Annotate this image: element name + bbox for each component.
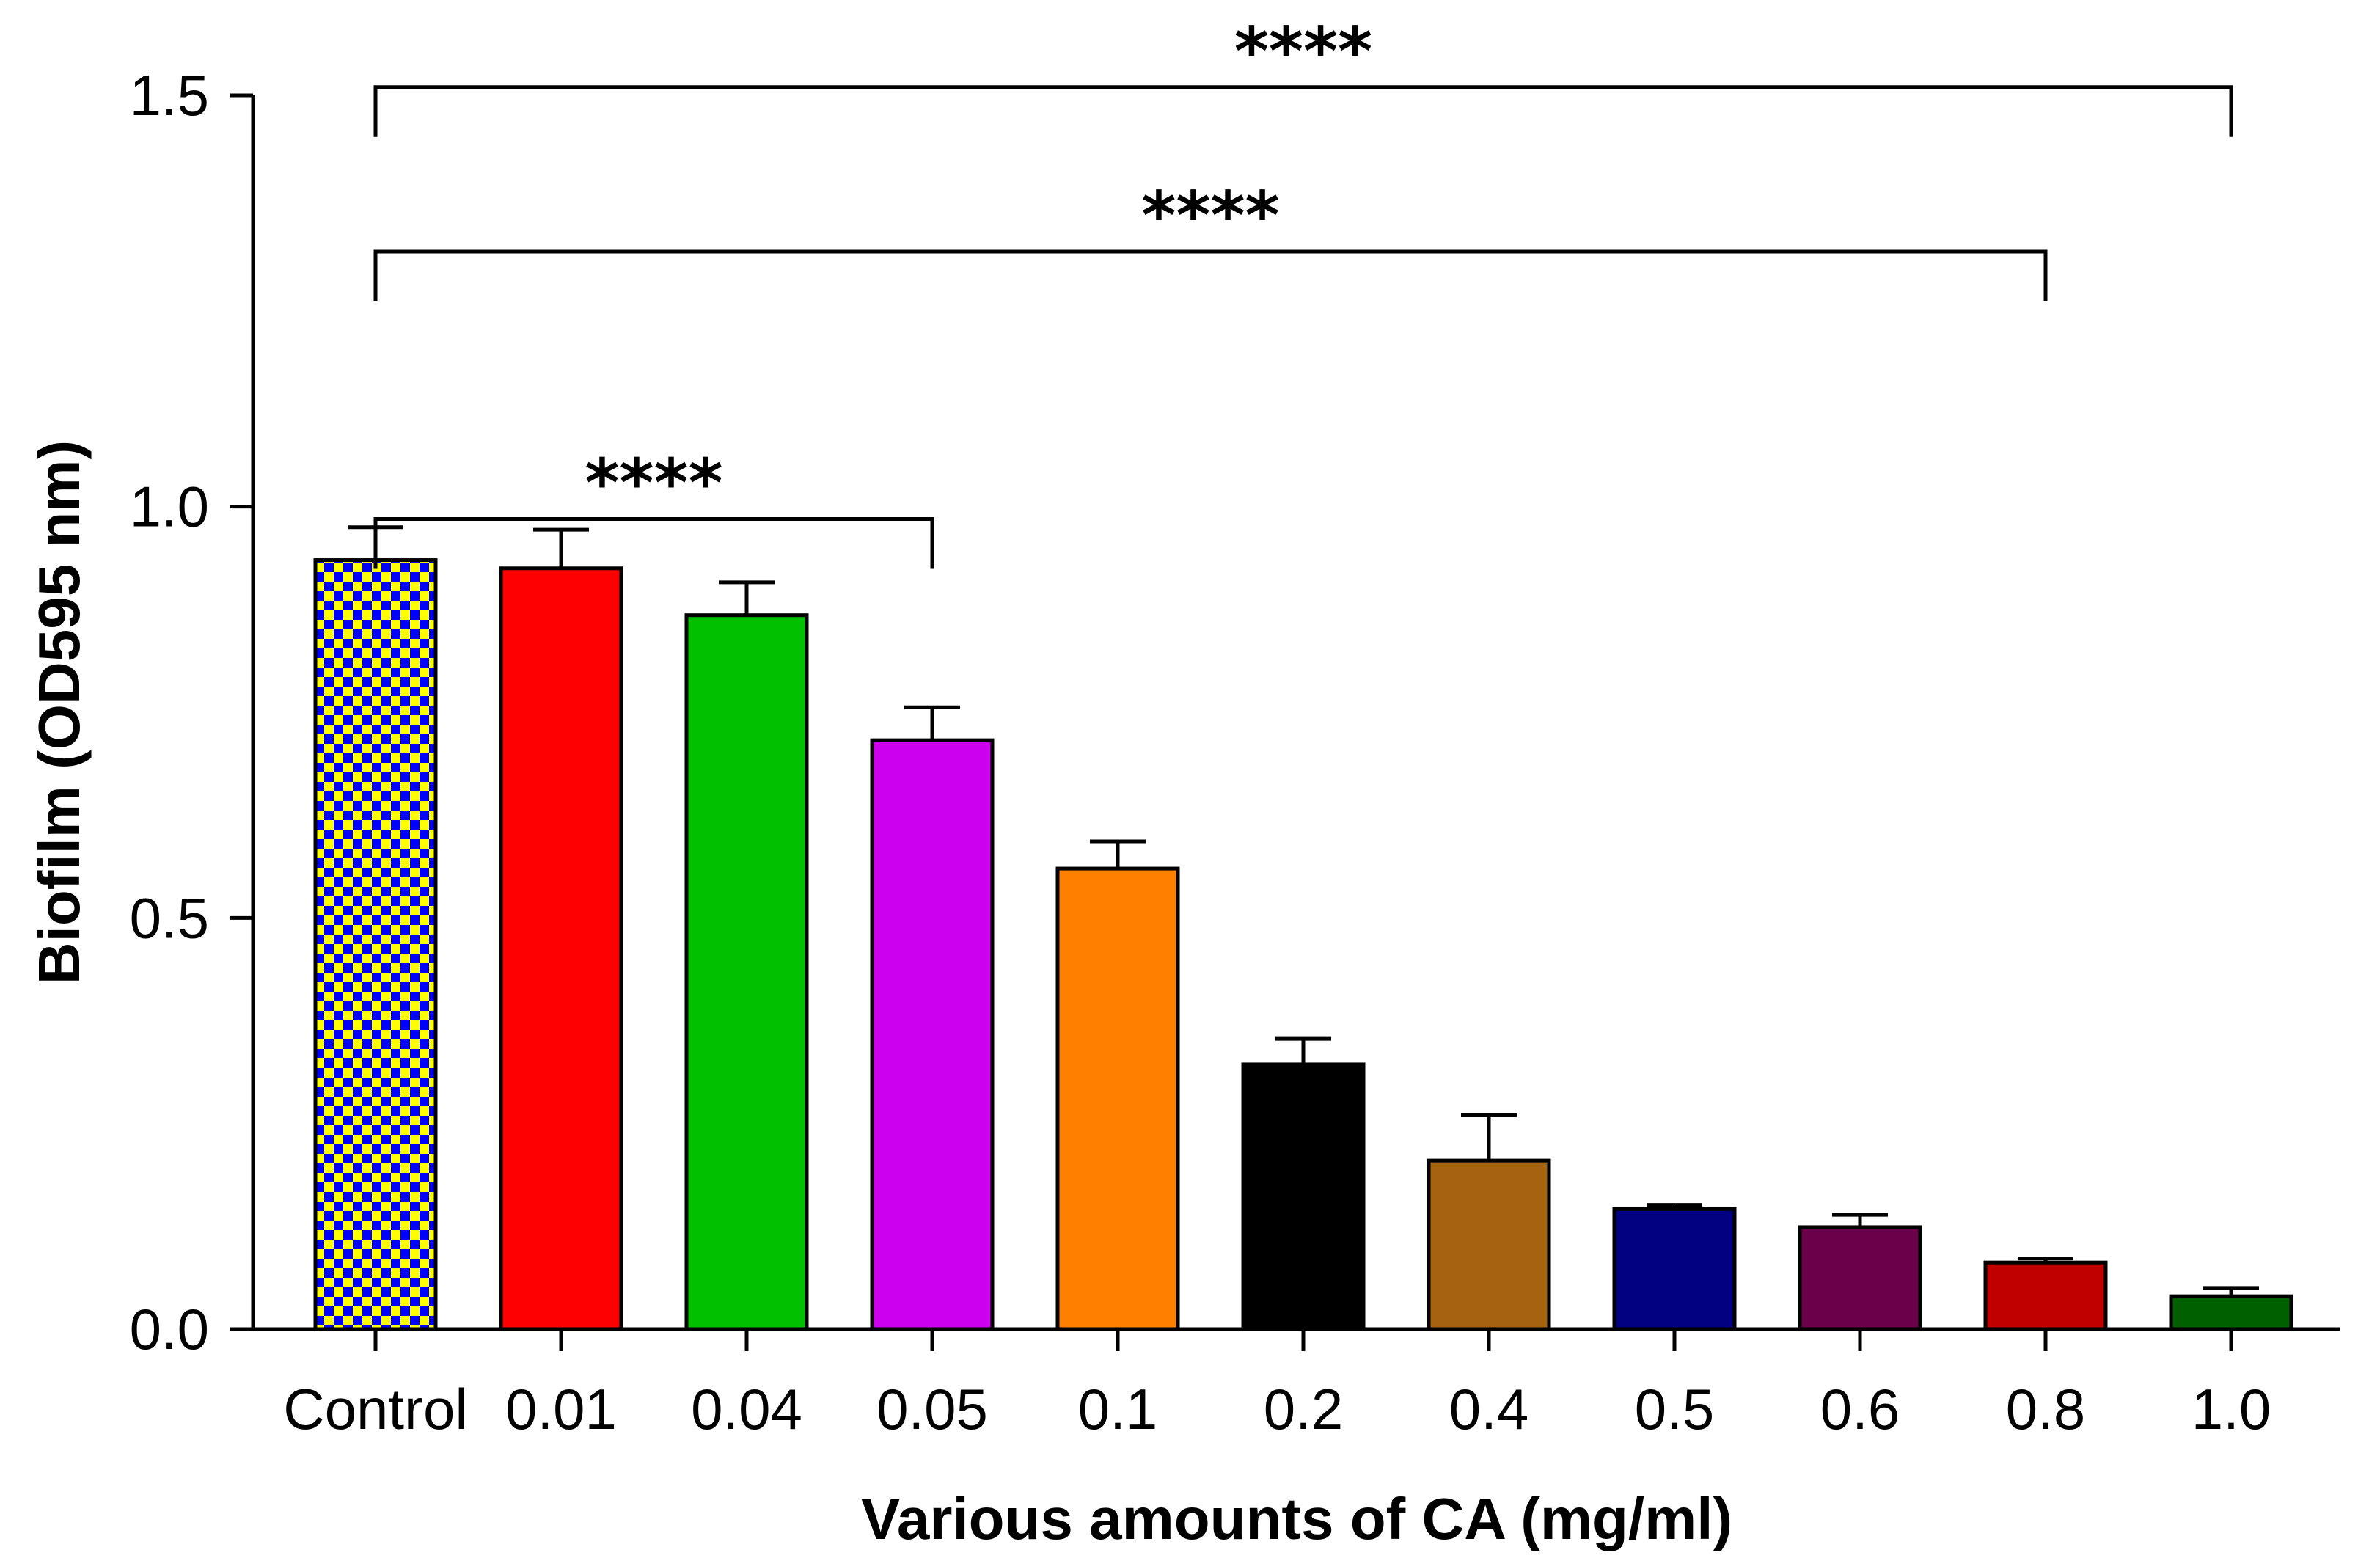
bar-0.6 <box>1798 1225 1922 1331</box>
error-bar-0.4 <box>1461 1113 1517 1161</box>
x-tick-label-1.0: 1.0 <box>2192 1377 2271 1441</box>
y-axis-ticks: 0.0 0.5 1.0 1.5 <box>130 63 253 1361</box>
y-tick-label-0.0: 0.0 <box>130 1297 209 1361</box>
x-tick-label-0.5: 0.5 <box>1635 1377 1714 1441</box>
x-tick-label-0.8: 0.8 <box>2006 1377 2085 1441</box>
x-tick-label-0.01: 0.01 <box>505 1377 617 1441</box>
bar-0.8 <box>1983 1260 2108 1331</box>
bar-0.5 <box>1612 1207 1737 1331</box>
x-tick-label-0.6: 0.6 <box>1820 1377 1900 1441</box>
x-axis-ticks: Control 0.01 0.04 0.05 0.1 0.2 0.4 0.5 0.6 0.8 1.0 <box>283 1329 2271 1441</box>
bars <box>313 558 2293 1331</box>
bar-0.04 <box>684 613 809 1331</box>
x-tick-label-Control: Control <box>283 1377 467 1441</box>
error-bar-0.1 <box>1090 839 1146 869</box>
x-tick-label-0.4: 0.4 <box>1449 1377 1528 1441</box>
y-tick-label-0.5: 0.5 <box>130 885 209 950</box>
x-tick-label-0.05: 0.05 <box>876 1377 988 1441</box>
error-bar-0.04 <box>719 580 775 615</box>
error-bar-0.5 <box>1647 1203 1702 1210</box>
error-bar-0.2 <box>1275 1036 1331 1064</box>
error-bar-0.05 <box>904 705 960 741</box>
x-tick-label-0.2: 0.2 <box>1264 1377 1343 1441</box>
significance-bracket-1: **** <box>373 445 934 569</box>
bar-0.1 <box>1055 866 1180 1331</box>
significance-bracket-3: **** <box>373 13 2233 137</box>
x-axis-title: Various amounts of CA (mg/ml) <box>861 1486 1732 1551</box>
error-bars <box>348 525 2259 1297</box>
significance-brackets: **** **** **** <box>373 13 2233 569</box>
significance-label-1: **** <box>585 445 722 522</box>
error-bar-0.01 <box>533 527 589 568</box>
significance-label-3: **** <box>1234 13 1372 90</box>
significance-label-2: **** <box>1141 178 1279 255</box>
significance-bracket-2: **** <box>373 178 2048 302</box>
bar-0.05 <box>870 738 995 1331</box>
x-tick-label-0.1: 0.1 <box>1078 1377 1157 1441</box>
y-axis-title: Biofilm (OD595 nm) <box>26 440 92 984</box>
x-tick-label-0.04: 0.04 <box>691 1377 802 1441</box>
y-tick-label-1.0: 1.0 <box>130 475 209 539</box>
bar-0.01 <box>499 566 623 1331</box>
bar-0.2 <box>1241 1062 1366 1331</box>
bar-1.0 <box>2169 1294 2293 1331</box>
y-tick-label-1.5: 1.5 <box>130 63 209 128</box>
error-bar-0.8 <box>2018 1257 2073 1263</box>
error-bar-0.6 <box>1832 1213 1888 1227</box>
bar-0.4 <box>1427 1158 1551 1331</box>
bar-Control <box>313 558 438 1331</box>
error-bar-1.0 <box>2203 1286 2259 1297</box>
